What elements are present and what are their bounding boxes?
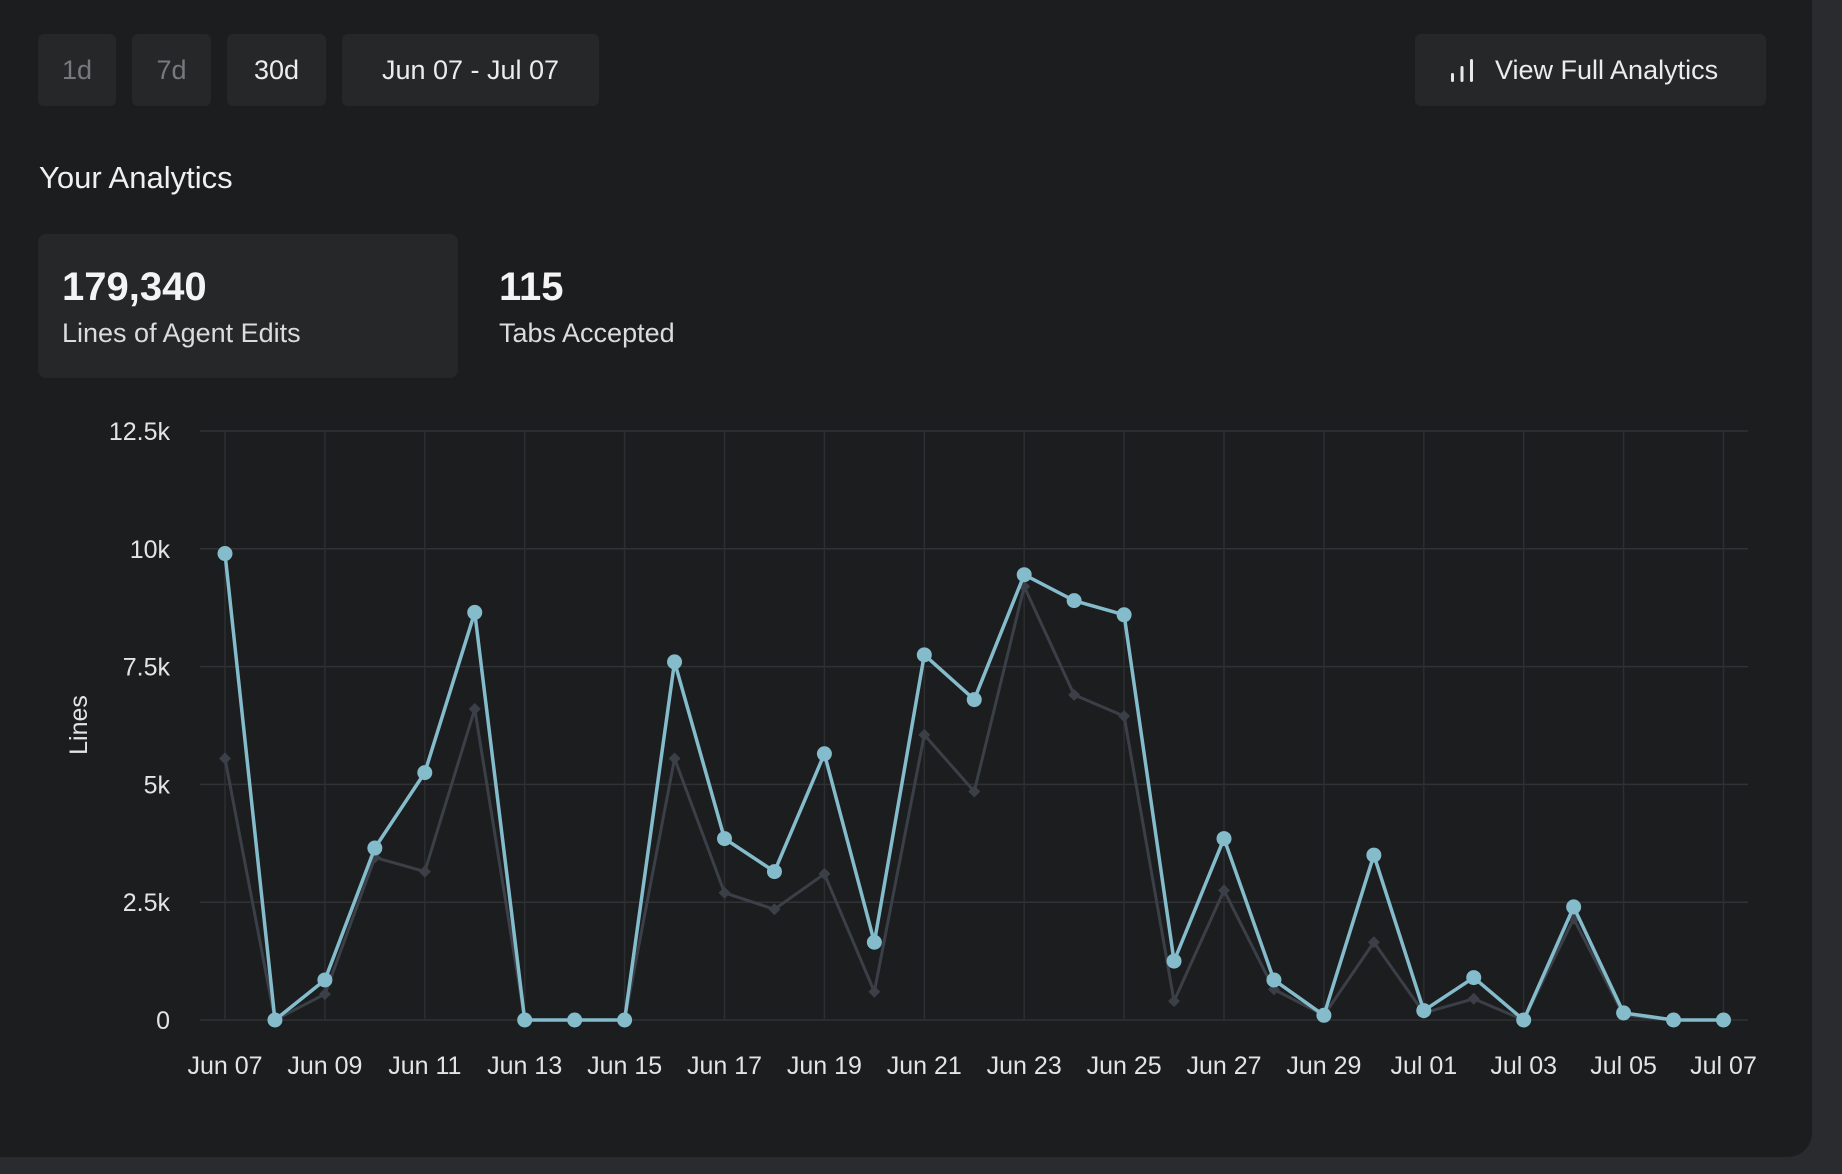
stat-value: 179,340 [62, 265, 207, 309]
series-line-secondary [223, 584, 1724, 1022]
range-30d-button[interactable]: 30d [227, 34, 326, 106]
x-tick-label: Jun 29 [1286, 1052, 1361, 1080]
section-title: Your Analytics [39, 160, 233, 195]
data-point-secondary [1367, 936, 1380, 949]
x-tick-label: Jun 07 [187, 1052, 262, 1080]
stat-card-tabs-accepted[interactable]: 115 Tabs Accepted [476, 234, 796, 378]
view-full-analytics-label: View Full Analytics [1495, 54, 1719, 85]
data-point-secondary [1068, 688, 1081, 701]
data-point [367, 840, 383, 856]
analytics-panel: 1d 7d 30d Jun 07 - Jul 07 View Full Anal… [0, 0, 1812, 1157]
x-tick-label: Jun 17 [687, 1052, 762, 1080]
x-tick-label: Jul 05 [1590, 1052, 1657, 1080]
data-point-secondary [418, 865, 431, 878]
data-point-secondary [968, 785, 981, 798]
data-point [766, 864, 782, 880]
data-point-secondary [1218, 884, 1230, 897]
data-point-secondary [918, 728, 931, 741]
data-point [417, 765, 433, 781]
range-1d-button[interactable]: 1d [38, 34, 116, 106]
data-point [916, 647, 932, 663]
data-point-secondary [219, 752, 231, 765]
data-point [1216, 831, 1232, 847]
y-tick-label: 2.5k [123, 889, 171, 917]
data-point [1316, 1007, 1332, 1023]
data-point [966, 692, 982, 708]
stat-card-agent-edits[interactable]: 179,340 Lines of Agent Edits [38, 234, 458, 378]
data-point-secondary [868, 985, 881, 998]
date-range-button[interactable]: Jun 07 - Jul 07 [342, 34, 599, 106]
x-tick-label: Jul 03 [1490, 1052, 1557, 1080]
x-tick-label: Jun 19 [787, 1052, 862, 1080]
data-point [617, 1012, 633, 1028]
y-tick-label: 7.5k [123, 654, 171, 682]
line-chart: 0 2.5k 5k 7.5k 10k 12.5k Jun 07 Jun 09 Jun 11 Jun… [65, 418, 1757, 1080]
data-point [1016, 567, 1032, 583]
data-point [1116, 607, 1132, 623]
y-tick-label: 5k [144, 771, 171, 799]
data-point [1666, 1012, 1682, 1028]
data-point [267, 1012, 283, 1028]
data-point-secondary [768, 903, 781, 916]
data-point-secondary [318, 988, 331, 1001]
y-tick-label: 0 [156, 1007, 170, 1035]
data-point-secondary [468, 703, 481, 716]
y-tick-label: 10k [130, 536, 171, 564]
data-point [467, 604, 483, 620]
data-point [1566, 899, 1582, 915]
x-tick-label: Jun 09 [287, 1052, 362, 1080]
data-point-secondary [668, 752, 681, 765]
data-point [866, 934, 882, 950]
data-point [317, 972, 333, 988]
y-axis-label: Lines [65, 695, 93, 755]
x-tick-label: Jun 13 [487, 1052, 562, 1080]
data-point [567, 1012, 583, 1028]
x-tick-label: Jun 15 [587, 1052, 662, 1080]
data-point [717, 831, 732, 847]
data-point [1516, 1012, 1532, 1028]
data-point [1716, 1012, 1731, 1028]
data-point [667, 654, 683, 670]
x-tick-label: Jul 01 [1390, 1052, 1457, 1080]
x-tick-label: Jun 11 [388, 1052, 461, 1080]
stat-value: 115 [499, 265, 564, 309]
view-full-analytics-button[interactable]: View Full Analytics [1415, 34, 1766, 106]
stat-label: Lines of Agent Edits [62, 318, 301, 348]
data-point-secondary [718, 886, 731, 899]
data-point [816, 746, 832, 762]
x-tick-label: Jul 07 [1690, 1052, 1757, 1080]
data-point [217, 546, 233, 562]
data-point [517, 1012, 533, 1028]
x-tick-label: Jun 27 [1186, 1052, 1261, 1080]
data-point-secondary [1467, 992, 1480, 1005]
data-point [1366, 847, 1382, 863]
data-point [1466, 970, 1482, 986]
data-point [1416, 1003, 1432, 1019]
x-tick-label: Jun 25 [1087, 1052, 1162, 1080]
data-point [1266, 972, 1282, 988]
data-point [1616, 1005, 1632, 1021]
bar-chart-icon [1449, 56, 1475, 84]
data-point [1166, 953, 1182, 969]
y-tick-label: 12.5k [109, 418, 171, 446]
stat-label: Tabs Accepted [499, 318, 675, 348]
data-point [1066, 593, 1082, 609]
data-point-secondary [1118, 710, 1131, 723]
x-tick-label: Jun 23 [987, 1052, 1062, 1080]
data-point-secondary [818, 867, 831, 880]
data-point-secondary [1168, 995, 1181, 1008]
x-tick-label: Jun 21 [887, 1052, 962, 1080]
range-7d-button[interactable]: 7d [132, 34, 211, 106]
